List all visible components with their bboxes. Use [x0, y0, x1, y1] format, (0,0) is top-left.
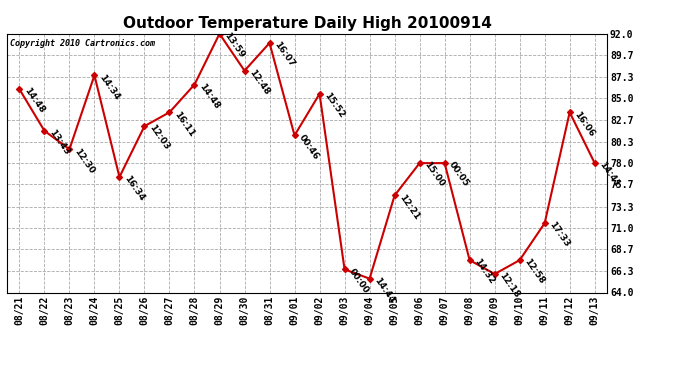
- Text: 14:44: 14:44: [373, 276, 396, 305]
- Text: 12:30: 12:30: [72, 147, 96, 175]
- Text: 15:52: 15:52: [322, 91, 346, 120]
- Text: 00:46: 00:46: [297, 133, 321, 161]
- Text: 00:00: 00:00: [347, 267, 371, 295]
- Text: 12:48: 12:48: [247, 68, 271, 97]
- Text: 16:07: 16:07: [273, 40, 296, 69]
- Text: 12:58: 12:58: [522, 257, 546, 286]
- Text: 13:43: 13:43: [47, 128, 71, 157]
- Text: 14:34: 14:34: [97, 72, 121, 101]
- Text: 12:18: 12:18: [497, 271, 521, 300]
- Text: 17:33: 17:33: [547, 220, 571, 249]
- Text: 14:41: 14:41: [598, 160, 622, 189]
- Text: 16:06: 16:06: [573, 110, 596, 138]
- Title: Outdoor Temperature Daily High 20100914: Outdoor Temperature Daily High 20100914: [123, 16, 491, 31]
- Text: Copyright 2010 Cartronics.com: Copyright 2010 Cartronics.com: [10, 39, 155, 48]
- Text: 12:21: 12:21: [397, 193, 421, 221]
- Text: 14:48: 14:48: [197, 82, 221, 111]
- Text: 14:48: 14:48: [22, 86, 46, 115]
- Text: 16:34: 16:34: [122, 174, 146, 203]
- Text: 16:11: 16:11: [172, 110, 196, 138]
- Text: 15:00: 15:00: [422, 160, 446, 189]
- Text: 13:59: 13:59: [222, 31, 246, 60]
- Text: 12:03: 12:03: [147, 123, 171, 152]
- Text: 14:32: 14:32: [473, 257, 496, 286]
- Text: 00:05: 00:05: [447, 160, 471, 189]
